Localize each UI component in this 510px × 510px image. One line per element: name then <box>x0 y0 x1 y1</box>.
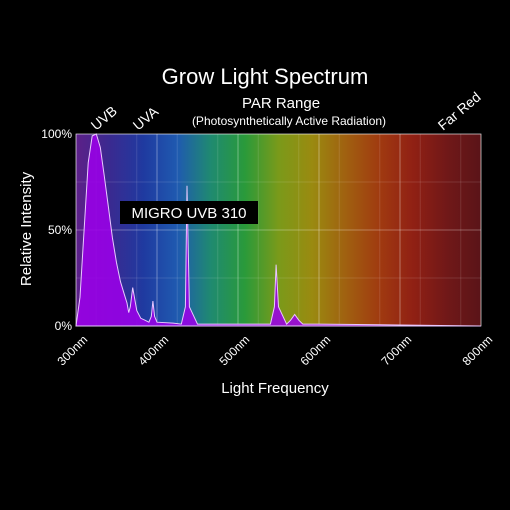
uvb-label: UVB <box>88 103 120 134</box>
series-annotation: MIGRO UVB 310 <box>120 201 258 224</box>
x-tick-label: 500nm <box>217 332 253 368</box>
x-tick-label: 300nm <box>55 332 91 368</box>
x-tick-label: 400nm <box>136 332 172 368</box>
series-area-migro-uvb-310 <box>75 133 482 327</box>
y-tick-label: 50% <box>48 223 72 237</box>
x-axis-title: Light Frequency <box>221 380 329 397</box>
x-tick-label: 800nm <box>460 332 496 368</box>
x-tick-label: 700nm <box>379 332 415 368</box>
x-tick-label: 600nm <box>298 332 334 368</box>
series-annotation-box <box>120 201 258 224</box>
series-annotation-label: MIGRO UVB 310 <box>131 205 246 222</box>
par-range-label: PAR Range <box>242 95 320 112</box>
plot-background <box>76 134 481 326</box>
series-layer <box>75 133 482 327</box>
uva-label: UVA <box>130 103 162 134</box>
chart-title: Grow Light Spectrum <box>162 64 369 89</box>
y-tick-label: 0% <box>55 319 73 333</box>
y-tick-label: 100% <box>41 127 72 141</box>
grid <box>75 133 482 327</box>
y-axis-title: Relative Intensity <box>18 171 35 286</box>
par-detail-label: (Photosynthetically Active Radiation) <box>192 114 386 128</box>
far-red-label: Far Red <box>435 89 484 134</box>
